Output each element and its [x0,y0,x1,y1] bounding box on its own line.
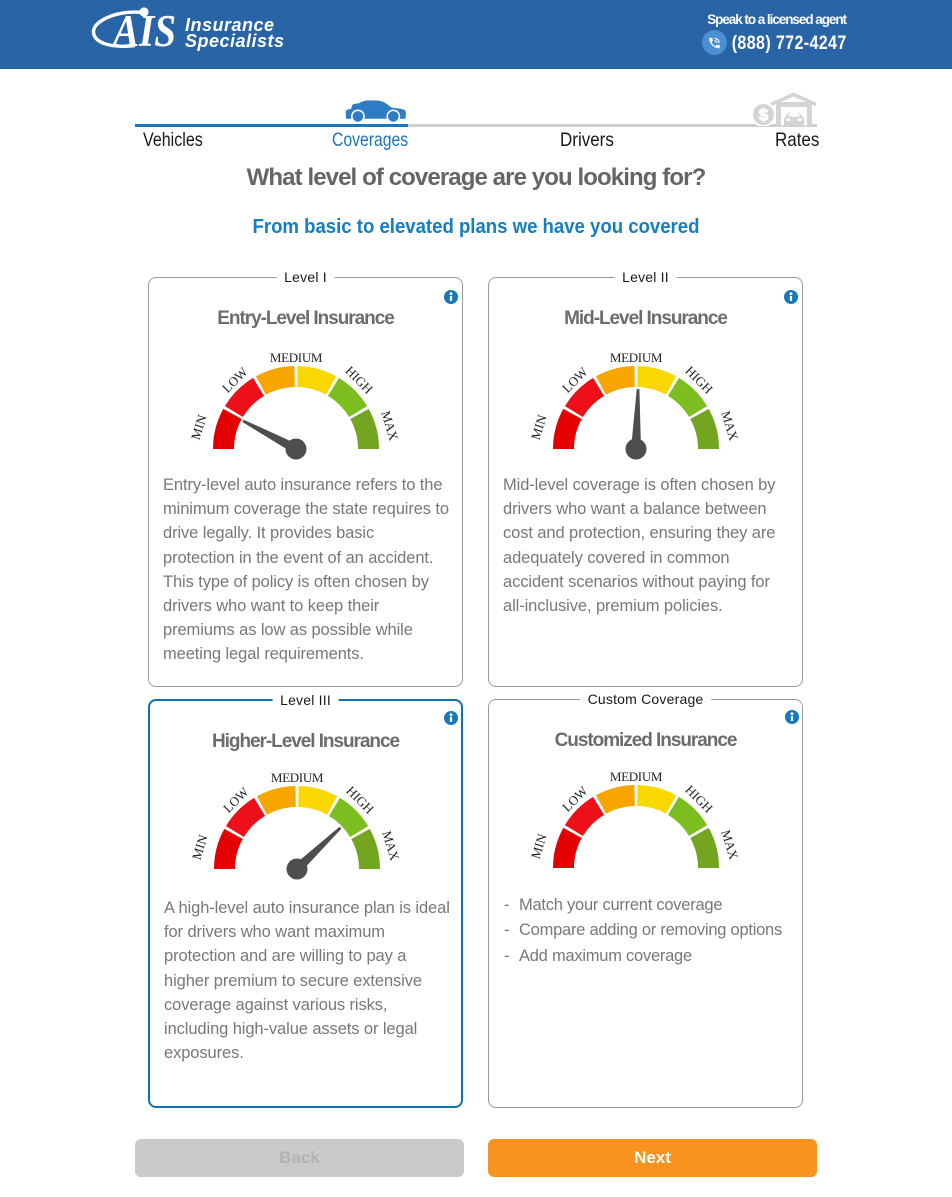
svg-text:MEDIUM: MEDIUM [610,769,663,784]
svg-text:MEDIUM: MEDIUM [270,350,323,365]
svg-text:MAX: MAX [718,409,741,443]
svg-text:Specialists: Specialists [185,31,285,51]
svg-text:MIN: MIN [190,412,210,441]
svg-text:AIS: AIS [110,6,176,57]
svg-text:$: $ [759,106,769,125]
svg-text:Insurance: Insurance [185,15,275,35]
svg-text:MIN: MIN [530,412,550,441]
svg-text:MAX: MAX [718,828,741,862]
svg-text:MIN: MIN [191,832,211,861]
svg-text:MIN: MIN [530,831,550,860]
svg-text:MAX: MAX [379,829,402,863]
svg-text:MAX: MAX [378,409,401,443]
svg-text:MEDIUM: MEDIUM [610,350,663,365]
svg-text:MEDIUM: MEDIUM [271,770,324,785]
